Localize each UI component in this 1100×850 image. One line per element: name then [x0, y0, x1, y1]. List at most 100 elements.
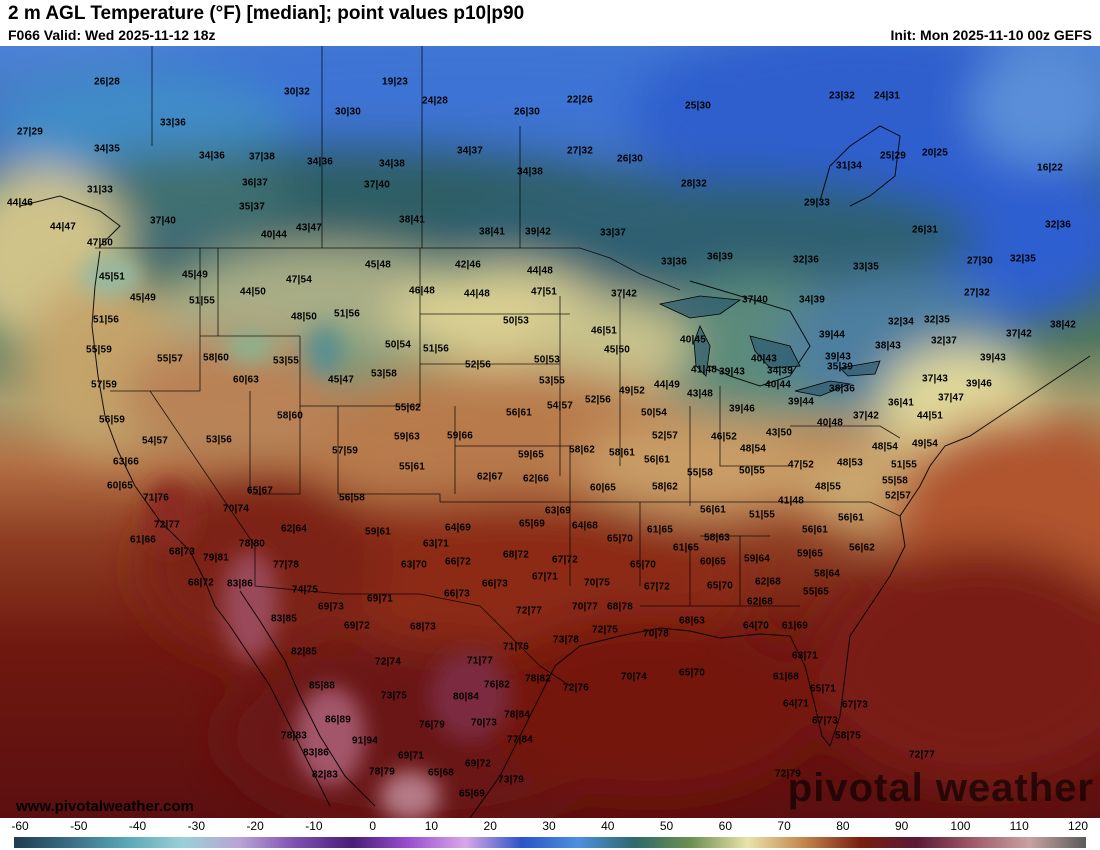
point-value-label: 50|54	[640, 407, 668, 419]
point-value-label: 43|50	[765, 427, 793, 439]
point-value-label: 58|60	[202, 352, 230, 364]
website-credit: www.pivotalweather.com	[16, 798, 194, 815]
point-value-label: 43|48	[686, 388, 714, 400]
point-value-label: 40|44	[764, 379, 792, 391]
point-value-label: 55|62	[394, 402, 422, 414]
point-value-label: 72|76	[562, 682, 590, 694]
point-value-label: 71|77	[466, 655, 494, 667]
point-value-label: 63|66	[112, 456, 140, 468]
point-value-label: 68|72	[187, 577, 215, 589]
point-value-label: 62|64	[280, 523, 308, 535]
point-value-label: 56|62	[848, 542, 876, 554]
point-value-label: 70|78	[642, 628, 670, 640]
point-value-label: 44|46	[6, 197, 34, 209]
point-value-label: 48|55	[814, 481, 842, 493]
point-value-label: 37|38	[248, 151, 276, 163]
point-value-label: 77|78	[272, 559, 300, 571]
point-value-label: 53|55	[538, 375, 566, 387]
point-value-label: 34|38	[378, 158, 406, 170]
point-value-label: 50|54	[384, 339, 412, 351]
point-value-label: 29|33	[803, 197, 831, 209]
point-value-label: 32|34	[887, 316, 915, 328]
point-value-label: 44|47	[49, 221, 77, 233]
point-value-label: 27|29	[16, 126, 44, 138]
point-value-label: 40|45	[679, 334, 707, 346]
point-value-label: 49|54	[911, 438, 939, 450]
point-value-label: 65|70	[706, 580, 734, 592]
point-value-label: 46|52	[710, 431, 738, 443]
point-value-label: 51|55	[748, 509, 776, 521]
point-value-label: 66|73	[481, 578, 509, 590]
point-value-labels: 26|28 27|29 34|35 31|33 44|46 44|47 47|50 33|36…	[0, 46, 1100, 818]
point-value-label: 56|61	[505, 407, 533, 419]
point-value-label: 33|37	[599, 227, 627, 239]
point-value-label: 67|73	[841, 699, 869, 711]
coastlines	[19, 125, 1091, 818]
point-value-label: 48|50	[290, 311, 318, 323]
point-value-label: 44|49	[653, 379, 681, 391]
point-value-label: 58|60	[276, 410, 304, 422]
point-value-label: 32|35	[923, 314, 951, 326]
point-value-label: 31|33	[86, 184, 114, 196]
point-value-label: 79|81	[202, 552, 230, 564]
point-value-label: 67|73	[811, 715, 839, 727]
point-value-label: 59|65	[796, 548, 824, 560]
point-value-label: 44|51	[916, 410, 944, 422]
point-value-label: 52|57	[651, 430, 679, 442]
point-value-label: 72|77	[153, 519, 181, 531]
temperature-map[interactable]: 26|28 27|29 34|35 31|33 44|46 44|47 47|50 33|36…	[0, 46, 1100, 818]
point-value-label: 83|86	[226, 578, 254, 590]
point-value-label: 40|43	[750, 353, 778, 365]
point-value-label: 65|70	[629, 559, 657, 571]
point-value-label: 55|57	[156, 353, 184, 365]
point-value-label: 82|85	[290, 646, 318, 658]
point-value-label: 58|62	[568, 444, 596, 456]
point-value-label: 36|39	[706, 251, 734, 263]
point-value-label: 34|35	[93, 143, 121, 155]
point-value-label: 69|71	[366, 593, 394, 605]
point-value-label: 34|37	[456, 145, 484, 157]
point-value-label: 63|71	[791, 650, 819, 662]
point-value-label: 70|77	[571, 601, 599, 613]
point-value-label: 22|26	[566, 94, 594, 106]
point-value-label: 39|44	[787, 396, 815, 408]
point-value-label: 61|65	[672, 542, 700, 554]
point-value-label: 30|32	[283, 86, 311, 98]
point-value-label: 45|50	[603, 344, 631, 356]
point-value-label: 53|56	[205, 434, 233, 446]
point-value-label: 54|57	[546, 400, 574, 412]
point-value-label: 42|46	[454, 259, 482, 271]
point-value-label: 65|67	[246, 485, 274, 497]
point-value-label: 46|51	[590, 325, 618, 337]
point-value-label: 28|32	[680, 178, 708, 190]
point-value-label: 19|23	[381, 76, 409, 88]
point-value-label: 37|40	[363, 179, 391, 191]
point-value-label: 41|48	[777, 495, 805, 507]
point-value-label: 58|64	[813, 568, 841, 580]
point-value-label: 38|41	[478, 226, 506, 238]
point-value-label: 56|61	[699, 504, 727, 516]
color-scale-tick: -20	[246, 819, 264, 833]
point-value-label: 65|71	[809, 683, 837, 695]
point-value-label: 34|39	[798, 294, 826, 306]
point-value-label: 34|36	[198, 150, 226, 162]
point-value-label: 72|79	[774, 768, 802, 780]
point-value-label: 78|80	[238, 538, 266, 550]
point-value-label: 48|53	[836, 457, 864, 469]
point-value-label: 55|58	[686, 467, 714, 479]
point-value-label: 45|49	[129, 292, 157, 304]
point-value-label: 55|65	[802, 586, 830, 598]
color-scale-tick: -60	[11, 819, 29, 833]
point-value-label: 26|30	[616, 153, 644, 165]
point-value-label: 37|42	[610, 288, 638, 300]
point-value-label: 55|58	[881, 475, 909, 487]
point-value-label: 50|53	[502, 315, 530, 327]
brand-watermark: pivotal weather	[787, 766, 1094, 810]
point-value-label: 32|37	[930, 335, 958, 347]
point-value-label: 82|83	[311, 769, 339, 781]
point-value-label: 40|48	[816, 417, 844, 429]
color-scale-tick: 60	[718, 819, 733, 833]
point-value-label: 39|42	[524, 226, 552, 238]
point-value-label: 55|59	[85, 344, 113, 356]
point-value-label: 34|36	[306, 156, 334, 168]
